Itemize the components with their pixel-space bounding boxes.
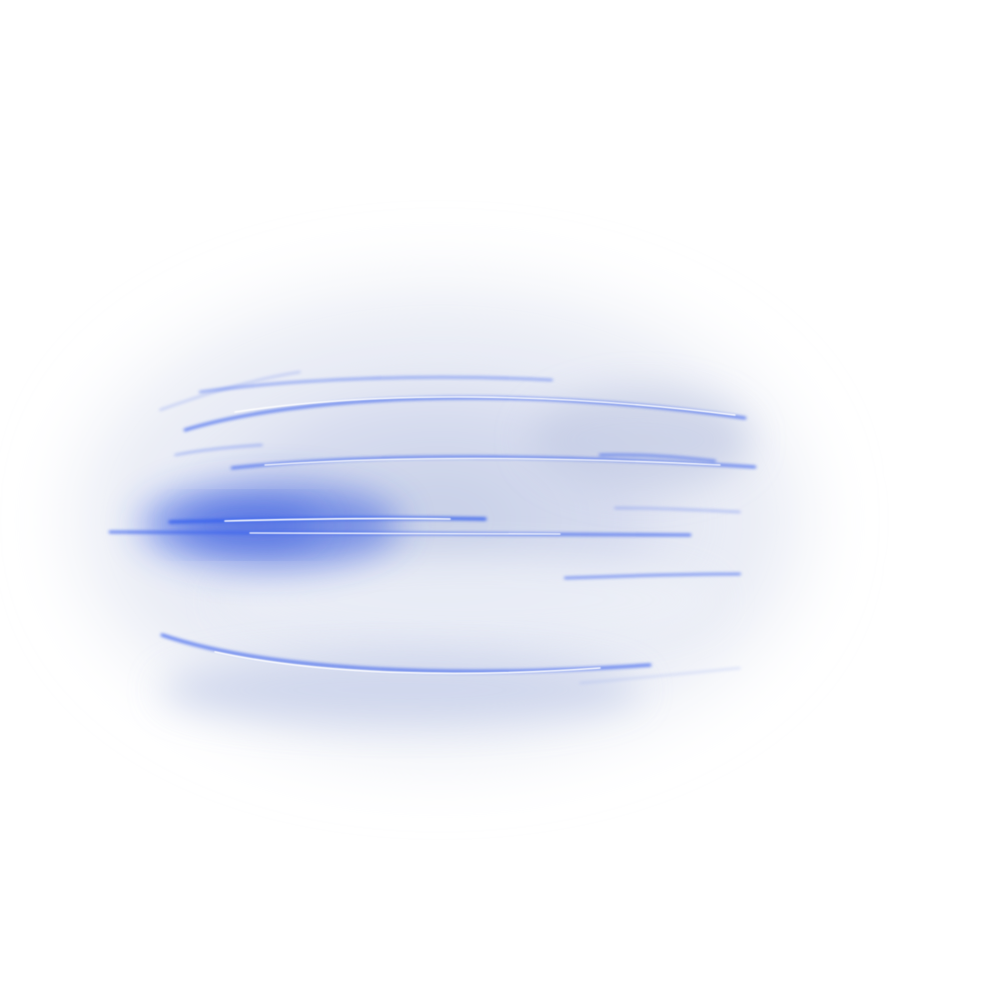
streak-top-1 xyxy=(234,396,736,416)
streak-mid-2-edge xyxy=(174,444,263,456)
glow-layer xyxy=(140,483,400,567)
streak-lower-right-edge xyxy=(564,573,741,579)
lower-band-haze xyxy=(160,655,640,725)
streak-bottom xyxy=(214,651,601,675)
streak-layer xyxy=(108,371,757,684)
streak-top-1-edge xyxy=(183,396,747,432)
streak-center-1 xyxy=(224,517,451,522)
streak-top-2-edge xyxy=(199,376,553,393)
streak-bottom-faint xyxy=(579,667,741,684)
streak-top-3-edge xyxy=(159,371,301,411)
lower-pale-band xyxy=(220,555,720,645)
streak-center-2-edge xyxy=(108,530,692,537)
streak-center-2 xyxy=(249,532,561,535)
streak-mid-3-edge xyxy=(598,453,717,463)
streak-center-3-edge xyxy=(614,507,741,513)
streak-mid-1 xyxy=(264,457,721,466)
blue-glow-core xyxy=(180,507,320,543)
upper-right-haze xyxy=(530,390,750,490)
